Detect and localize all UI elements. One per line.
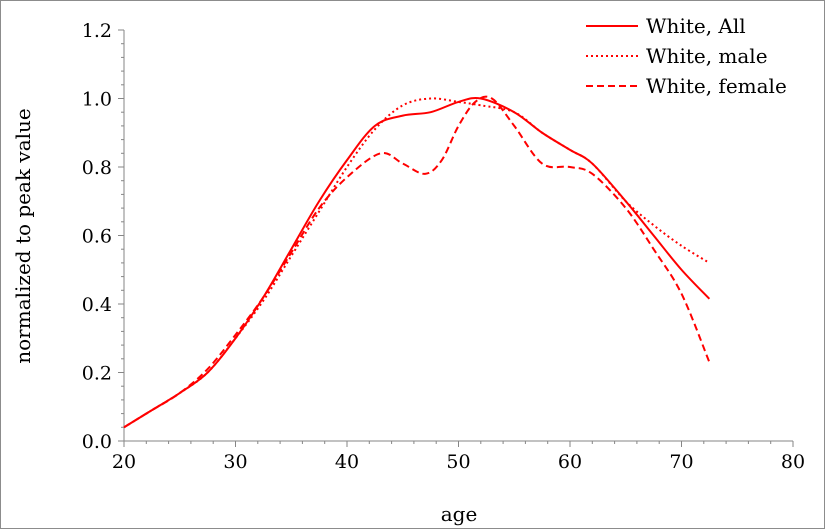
x-tick-label: 50 [446, 451, 470, 473]
y-ticks: 0.0 0.2 0.4 0.6 0.8 1.0 1.2 [82, 20, 124, 453]
y-tick-label: 0.6 [82, 226, 112, 248]
series-line-white-female [123, 95, 711, 429]
y-tick-label: 0.0 [82, 431, 112, 453]
y-tick-label: 0.4 [82, 294, 112, 316]
x-tick-label: 40 [335, 451, 359, 473]
x-tick-label: 30 [223, 451, 247, 473]
series-line-white-all [123, 96, 711, 429]
y-tick-label: 1.0 [82, 89, 112, 111]
y-tick-label: 1.2 [82, 20, 112, 42]
axes: 20 30 40 50 60 70 80 0.0 0.2 0.4 0.6 0.8 1.0 1.2 [82, 20, 805, 473]
x-tick-label: 70 [669, 451, 693, 473]
legend-label: White, All [646, 14, 746, 38]
x-axis-title: age [441, 502, 478, 526]
y-tick-label: 0.2 [82, 363, 112, 385]
x-ticks: 20 30 40 50 60 70 80 [112, 441, 805, 473]
series-line-white-male [123, 97, 710, 429]
x-tick-label: 60 [558, 451, 582, 473]
x-tick-label: 80 [781, 451, 805, 473]
legend: White, All White, male White, female [586, 14, 787, 98]
series-layer [123, 95, 711, 429]
x-tick-label: 20 [112, 451, 136, 473]
legend-label: White, male [646, 44, 768, 68]
y-tick-label: 0.8 [82, 157, 112, 179]
y-axis-title: normalized to peak value [11, 108, 35, 364]
legend-label: White, female [646, 74, 787, 98]
